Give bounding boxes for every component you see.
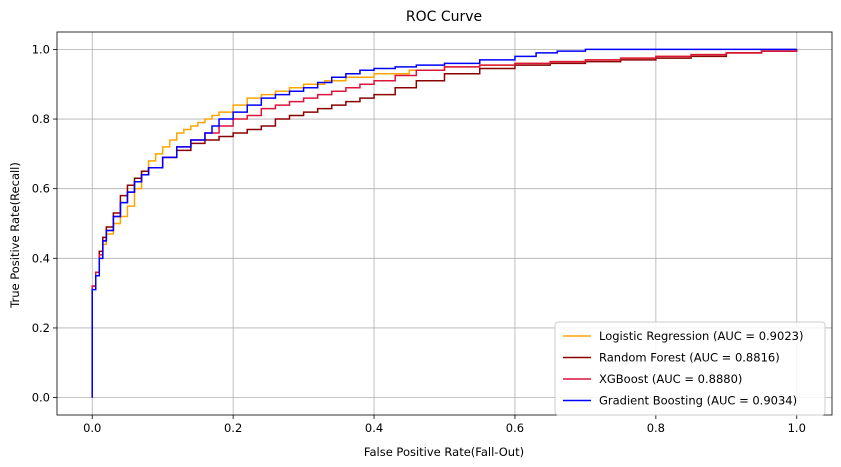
legend-box [554,321,826,416]
x-tick-label: 0.6 [506,421,524,435]
series-line-2 [91,49,798,398]
series-layer [91,48,798,398]
x-tick-label: 0.2 [224,421,242,435]
y-tick-label: 0.6 [32,182,50,196]
x-axis-ticks: 0.0 0.2 0.4 0.6 0.8 1.0 [83,415,806,435]
legend-label: XGBoost (AUC = 0.8880) [599,372,742,386]
y-axis-ticks: 0.0 0.2 0.4 0.6 0.8 1.0 [32,42,57,405]
y-tick-label: 0.0 [32,391,50,405]
y-tick-label: 0.2 [32,321,50,335]
x-tick-label: 0.4 [365,421,383,435]
y-tick-label: 0.8 [32,112,50,126]
legend-label: Logistic Regression (AUC = 0.9023) [599,329,803,343]
legend-label: Gradient Boosting (AUC = 0.9034) [599,394,797,408]
y-tick-label: 0.4 [32,251,50,265]
x-tick-label: 1.0 [788,421,806,435]
y-axis-label: True Positive Rate(Recall) [8,162,22,309]
series-line-4 [91,48,797,398]
legend: Logistic Regression (AUC = 0.9023) Random… [554,321,826,416]
chart-title: ROC Curve [406,9,482,25]
x-tick-label: 0.8 [647,421,665,435]
x-axis-label: False Positive Rate(Fall-Out) [364,445,524,459]
legend-label: Random Forest (AUC = 0.8816) [599,351,780,365]
y-tick-label: 1.0 [32,42,50,56]
plot-frame [56,31,833,416]
x-tick-label: 0.0 [83,421,101,435]
